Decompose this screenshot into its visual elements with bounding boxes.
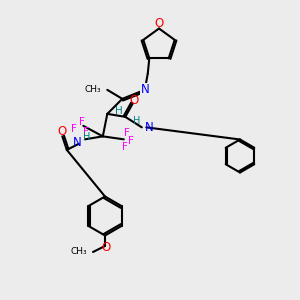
- Text: F: F: [124, 128, 130, 138]
- Text: F: F: [122, 142, 128, 152]
- Text: O: O: [130, 94, 139, 107]
- Text: F: F: [83, 127, 89, 137]
- Text: H: H: [115, 106, 123, 116]
- Text: O: O: [101, 241, 110, 254]
- Text: N: N: [145, 121, 154, 134]
- Text: H: H: [133, 116, 140, 126]
- Text: N: N: [140, 83, 149, 96]
- Text: O: O: [58, 125, 67, 138]
- Text: F: F: [79, 117, 85, 127]
- Text: N: N: [73, 136, 82, 149]
- Text: CH₃: CH₃: [70, 248, 87, 256]
- Text: F: F: [128, 136, 134, 146]
- Text: F: F: [71, 124, 77, 134]
- Text: O: O: [154, 17, 164, 31]
- Text: CH₃: CH₃: [85, 85, 101, 94]
- Text: H: H: [82, 132, 90, 142]
